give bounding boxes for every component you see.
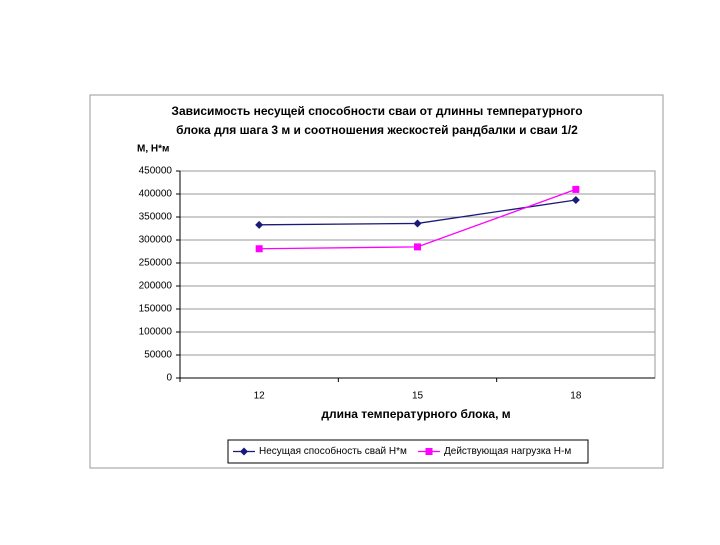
y-tick-label: 400000 xyxy=(139,189,173,200)
chart-title: блока для шага 3 м и соотношения жескост… xyxy=(176,123,578,137)
y-tick-label: 200000 xyxy=(139,281,173,292)
x-axis-label: длина температурного блока, м xyxy=(321,407,510,421)
data-point xyxy=(413,219,422,228)
y-tick-label: 150000 xyxy=(139,304,173,315)
y-tick-label: 250000 xyxy=(139,258,173,269)
plot-area xyxy=(179,170,656,379)
y-axis-label: М, Н*м xyxy=(137,144,169,155)
data-point xyxy=(255,220,264,229)
legend-label: Несущая способность свай Н*м xyxy=(259,445,407,457)
data-point xyxy=(414,243,421,251)
legend-label: Действующая нагрузка Н-м xyxy=(444,446,571,457)
y-tick-label: 350000 xyxy=(139,212,173,223)
y-tick-label: 100000 xyxy=(139,327,173,338)
x-tick-label: 12 xyxy=(254,391,266,402)
data-point xyxy=(255,245,263,253)
chart-title: Зависимость несущей способности сваи от … xyxy=(171,104,582,118)
data-point xyxy=(572,185,580,193)
y-tick-label: 300000 xyxy=(139,235,173,246)
y-tick-label: 0 xyxy=(166,373,172,384)
legend-marker xyxy=(425,448,433,455)
y-tick-label: 450000 xyxy=(139,166,173,177)
data-point xyxy=(571,195,580,204)
x-tick-label: 15 xyxy=(412,391,424,402)
legend xyxy=(227,439,589,464)
legend-marker xyxy=(240,447,248,456)
y-tick-label: 50000 xyxy=(144,350,172,361)
x-tick-label: 18 xyxy=(570,391,582,402)
